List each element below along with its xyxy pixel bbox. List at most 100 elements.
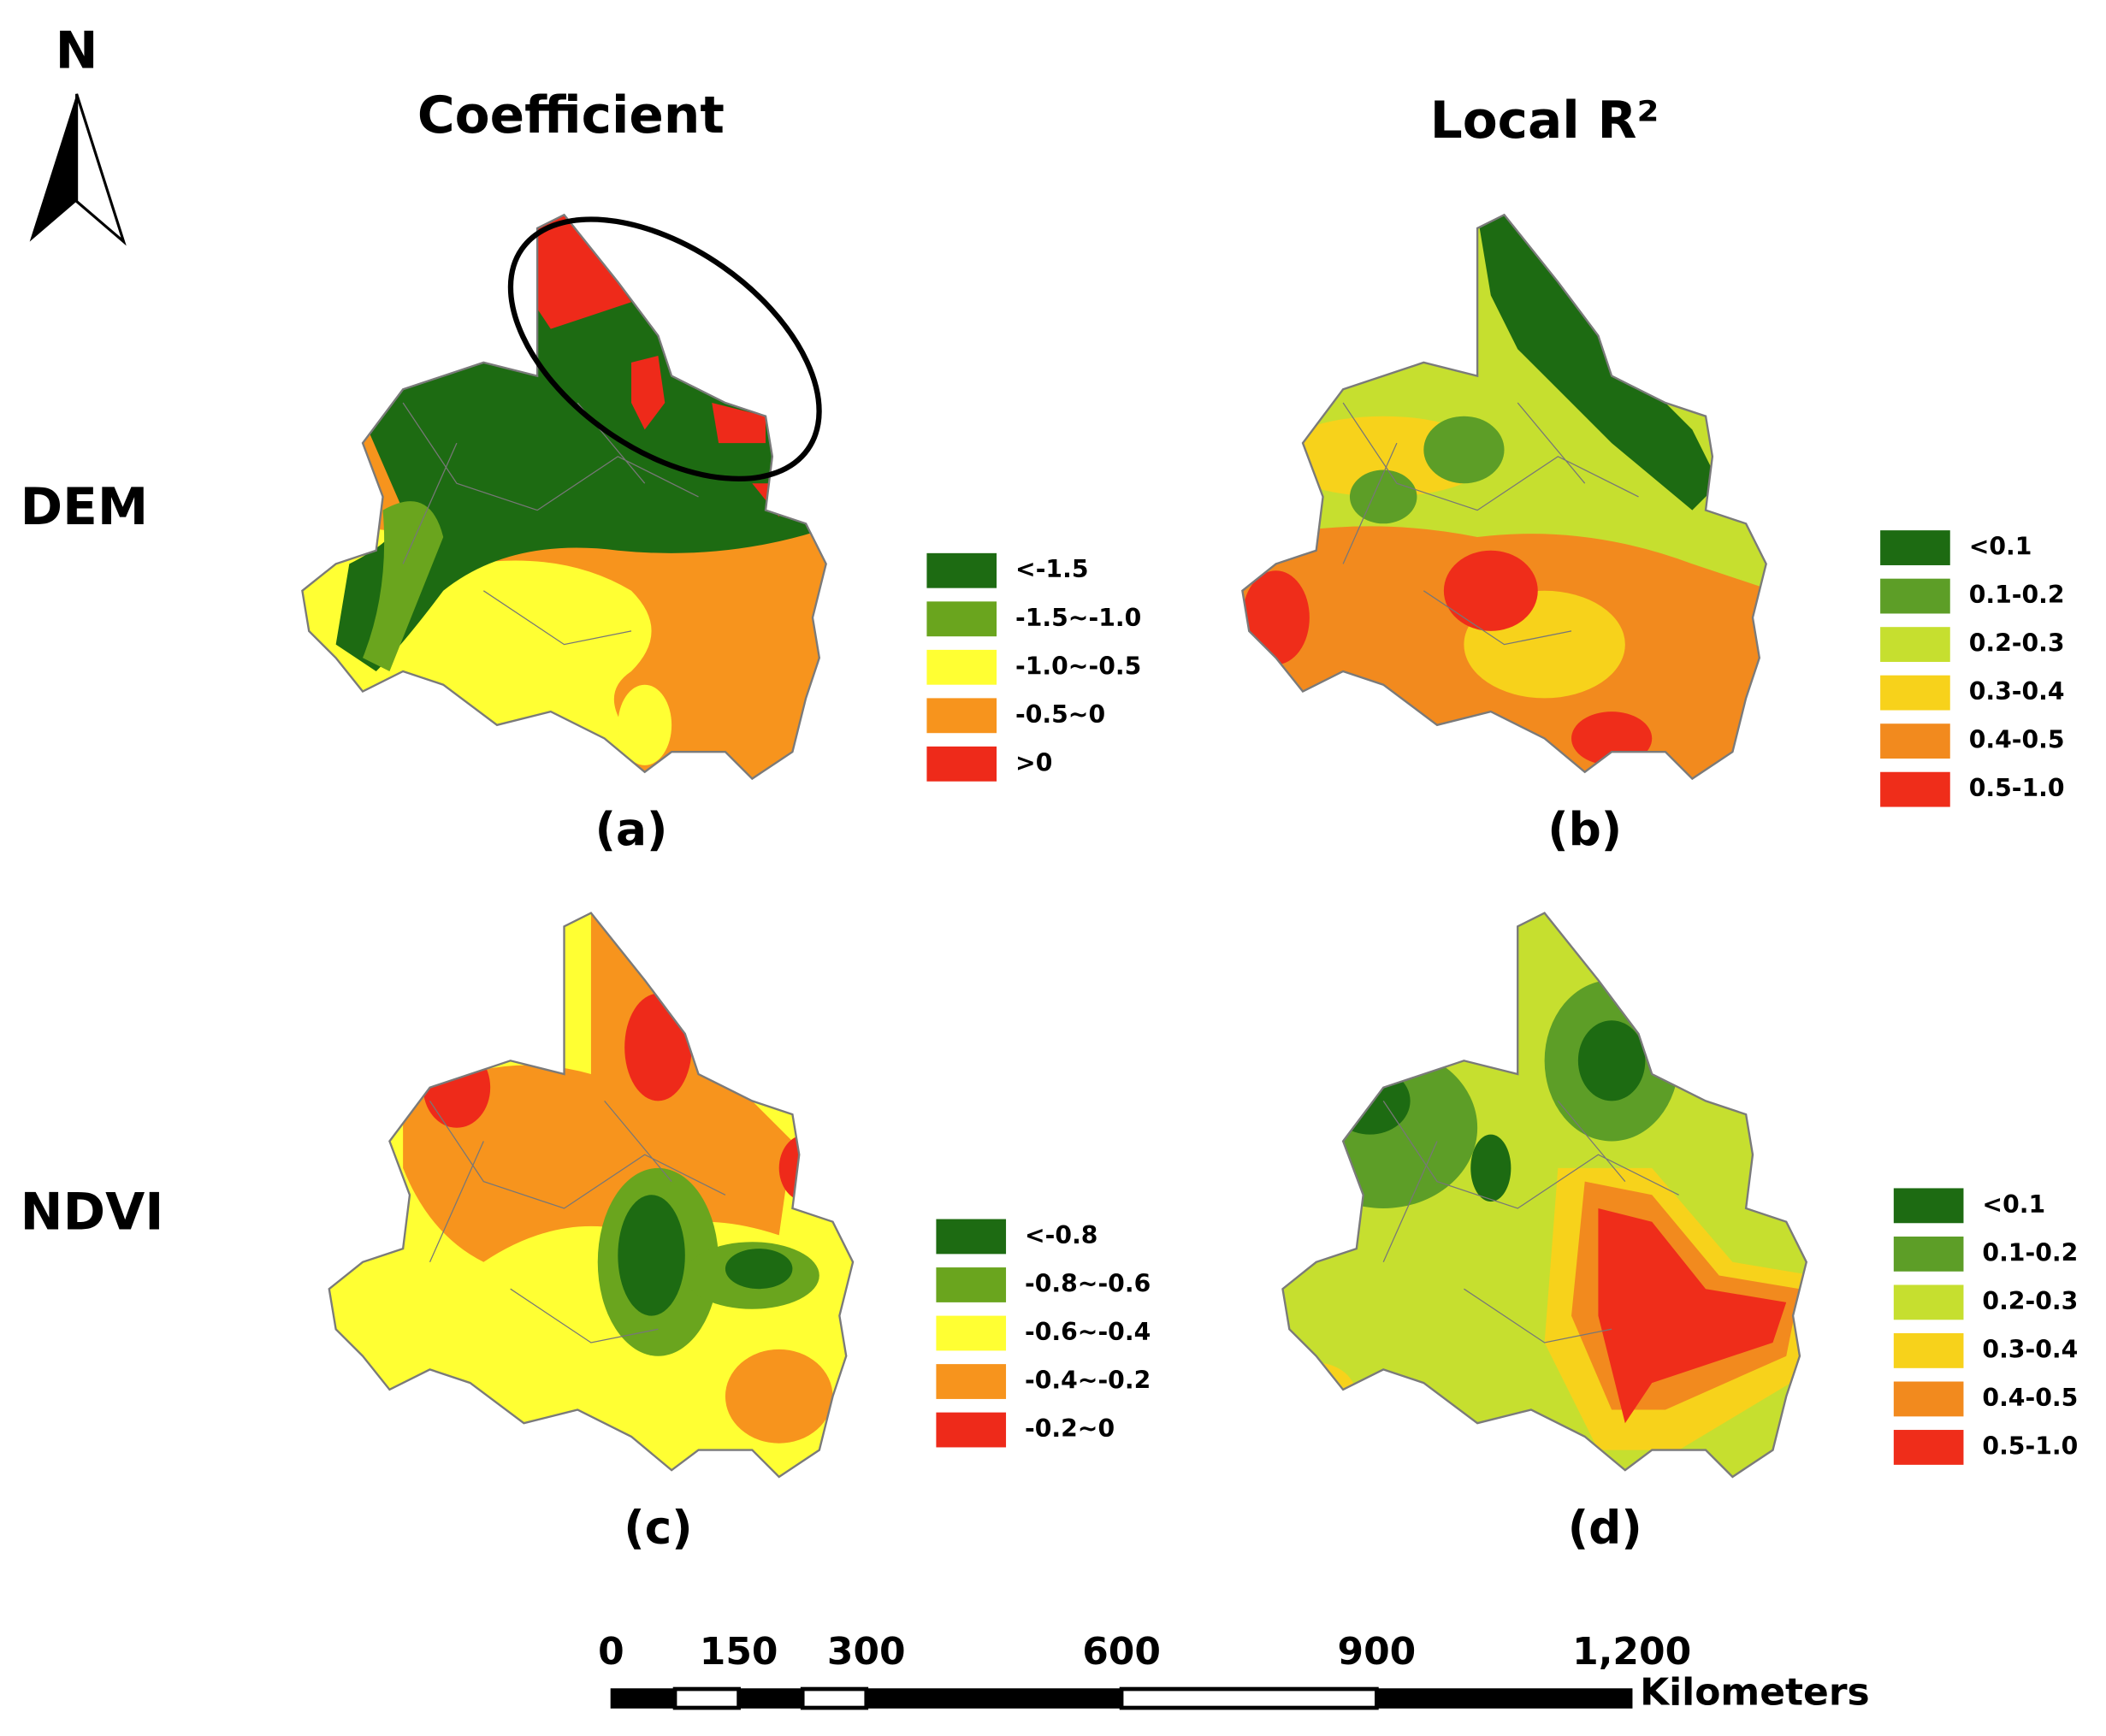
legend-swatch [926, 746, 997, 782]
legend-label: 0.2-0.3 [1982, 1287, 2078, 1315]
map-zone [1598, 1208, 1787, 1424]
legend-label: 0.4-0.5 [1969, 726, 2065, 754]
boundary [1382, 1100, 1679, 1343]
legend-label: <-1.5 [1015, 555, 1088, 583]
legend-swatch [926, 552, 997, 588]
legend-swatch [1893, 1333, 1964, 1368]
scale-segment [672, 1686, 741, 1710]
map-zone [363, 501, 444, 671]
map-zone [631, 356, 666, 430]
north-label: N [56, 21, 98, 80]
map-zone [1470, 1134, 1511, 1202]
boundary [429, 1100, 726, 1343]
scale-segment [737, 1688, 803, 1709]
panel-label: (c) [624, 1500, 692, 1554]
scale-tick-label: 300 [827, 1630, 906, 1674]
legend-label: <-0.8 [1025, 1221, 1097, 1249]
legend-label: 0.5-1.0 [1982, 1432, 2078, 1460]
map-panel [328, 912, 855, 1479]
scale-segment [800, 1686, 869, 1710]
legend-swatch [926, 601, 997, 637]
map-zone [537, 215, 632, 329]
legend-label: -1.5~-1.0 [1015, 604, 1141, 632]
legend-swatch [926, 698, 997, 734]
legend-swatch [1893, 1430, 1964, 1465]
legend-label: -0.8~-0.6 [1025, 1269, 1151, 1297]
legend-label: 0.2-0.3 [1969, 629, 2065, 658]
scale-tick-label: 900 [1338, 1630, 1417, 1674]
scale-tick-label: 0 [598, 1630, 624, 1674]
scale-tick-label: 600 [1082, 1630, 1161, 1674]
legend-label: -0.2~0 [1025, 1414, 1115, 1443]
highlight-ellipse [507, 216, 822, 482]
map-zone [624, 993, 692, 1101]
legend-swatch [936, 1412, 1007, 1448]
boundary [402, 402, 699, 646]
legend-swatch [1880, 627, 1950, 663]
map-zone [423, 1047, 491, 1128]
legend-swatch [1893, 1236, 1964, 1272]
legend-swatch [936, 1219, 1007, 1255]
legend-label: 0.1-0.2 [1969, 581, 2065, 609]
legend-swatch [1880, 723, 1950, 759]
map-zone [618, 1195, 685, 1316]
map-zone [1477, 215, 1719, 511]
map-zone [1282, 1362, 1357, 1431]
scale-segment [865, 1688, 1122, 1709]
row-label: DEM [21, 478, 149, 537]
legend-swatch [1880, 771, 1950, 807]
map-zone [725, 1349, 833, 1444]
scale-tick-label: 1,200 [1572, 1630, 1691, 1674]
column-title: Coefficient [417, 86, 725, 145]
map-zone [618, 684, 672, 765]
panel-label: (d) [1568, 1500, 1642, 1554]
scale-segment [610, 1688, 676, 1709]
map-zone [1349, 469, 1417, 524]
legend-swatch [1880, 530, 1950, 565]
legend-swatch [1893, 1284, 1964, 1320]
legend-swatch [936, 1364, 1007, 1399]
scale-segment [1375, 1688, 1633, 1709]
scale-tick-label: 150 [700, 1630, 778, 1674]
legend-swatch [936, 1267, 1007, 1302]
map-zone [1443, 550, 1538, 631]
north-arrow [75, 93, 127, 246]
legend-label: >0 [1015, 748, 1052, 776]
boundary [1342, 402, 1639, 646]
legend-label: 0.4-0.5 [1982, 1384, 2078, 1412]
map-zone [403, 912, 793, 1262]
legend-label: -0.4~-0.2 [1025, 1367, 1151, 1395]
map-panel [1281, 912, 1807, 1479]
north-arrow [29, 93, 77, 242]
legend-swatch [926, 649, 997, 685]
legend-swatch [1893, 1381, 1964, 1417]
map-panel [1241, 214, 1767, 780]
map-zone [1423, 416, 1505, 484]
map-zone [725, 1249, 793, 1290]
map-zone [1571, 712, 1653, 765]
legend-label: -1.0~-0.5 [1015, 652, 1141, 680]
legend-swatch [1893, 1188, 1964, 1224]
panel-label: (b) [1547, 802, 1622, 856]
legend-label: -0.5~0 [1015, 700, 1105, 729]
map-zone [1242, 570, 1310, 665]
map-panel [301, 214, 827, 780]
legend-swatch [936, 1315, 1007, 1351]
legend-swatch [1880, 578, 1950, 614]
map-zone [778, 1134, 833, 1202]
scale-unit: Kilometers [1640, 1670, 1870, 1714]
legend-label: 0.3-0.4 [1982, 1335, 2078, 1363]
legend-label: 0.3-0.4 [1969, 677, 2065, 706]
scale-segment [1119, 1686, 1379, 1710]
column-title: Local R² [1430, 92, 1659, 151]
map-zone [712, 402, 766, 444]
map-zone [1329, 1067, 1411, 1135]
panel-label: (a) [595, 802, 668, 856]
legend-label: <0.1 [1969, 533, 2032, 561]
row-label: NDVI [21, 1183, 164, 1242]
legend-label: -0.6~-0.4 [1025, 1318, 1151, 1346]
legend-swatch [1880, 675, 1950, 711]
legend-label: <0.1 [1982, 1190, 2045, 1219]
